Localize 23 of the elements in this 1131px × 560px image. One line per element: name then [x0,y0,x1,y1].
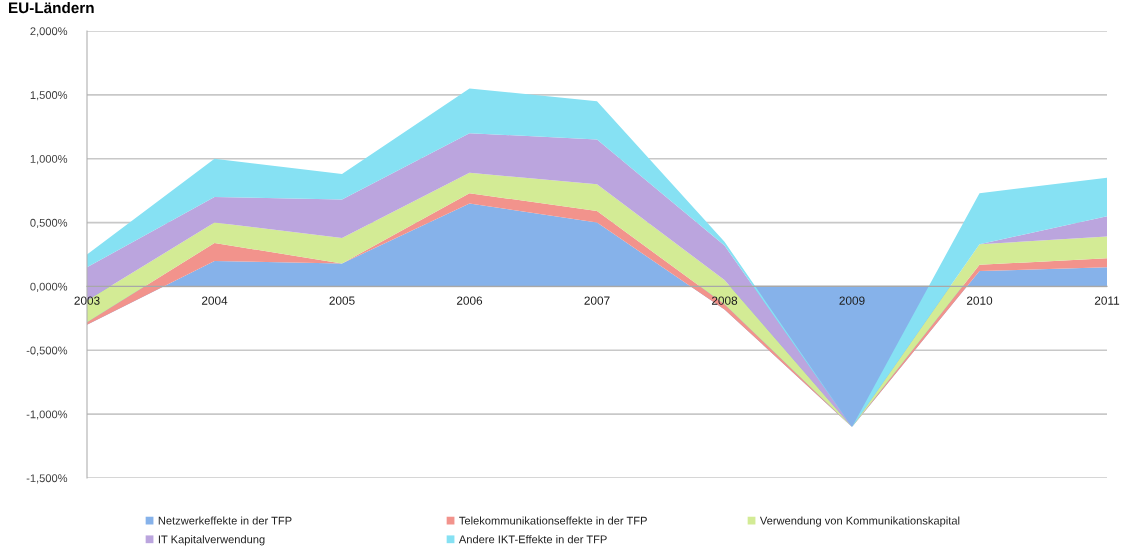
x-tick-label: 2005 [329,296,355,305]
y-tick-label: 1,000% [30,154,68,165]
chart-title: EU-Ländern [9,2,94,14]
x-tick-label: 2009 [839,296,865,305]
x-tick-label: 2003 [74,296,100,305]
legend-label: IT Kapitalverwendung [158,535,265,546]
legend-label: Andere IKT-Effekte in der TFP [458,535,607,544]
y-tick-label: 2,000% [30,27,68,37]
legend-label: Telekommunikationseffekte in der TFP [459,516,647,525]
y-tick-label: 1,500% [30,91,68,101]
x-tick-label: 2011 [1094,296,1120,305]
legend-label: Verwendung von Kommunikationskapital [759,516,960,527]
x-tick-label: 2006 [456,296,483,305]
y-tick-label: 0,500% [30,218,68,229]
y-tick-label: 0,000% [30,282,68,292]
x-tick-label: 2004 [201,296,228,305]
x-tick-label: 2007 [584,296,610,305]
x-tick-label: 2008 [711,296,738,305]
y-tick-label: -1,000% [26,410,68,420]
legend-label: Netzwerkeffekte in der TFP [158,516,292,525]
x-tick-label: 2010 [966,296,993,305]
y-tick-label: -1,500% [26,474,68,484]
y-tick-label: -0,500% [26,346,68,356]
